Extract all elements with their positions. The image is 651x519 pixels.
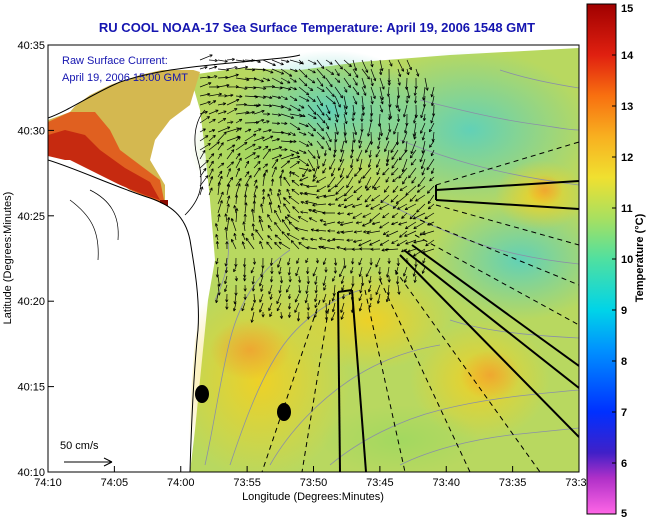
colorbar-tick-label: 8 bbox=[621, 356, 627, 368]
scale-arrow bbox=[64, 457, 113, 467]
colorbar-tick-label: 6 bbox=[621, 458, 627, 470]
x-tick-label: 73:35 bbox=[499, 477, 527, 489]
land-nj bbox=[48, 160, 200, 472]
x-tick-label: 73:40 bbox=[432, 477, 460, 489]
y-tick-label: 40:20 bbox=[17, 296, 45, 308]
bathymetry-contours bbox=[204, 69, 579, 466]
chart-title: RU COOL NOAA-17 Sea Surface Temperature:… bbox=[98, 20, 536, 35]
x-tick-label: 73:50 bbox=[300, 477, 328, 489]
colorbar-tick-label: 12 bbox=[621, 152, 633, 164]
x-tick-label: 73:30 bbox=[565, 477, 593, 489]
colorbar-tick-label: 10 bbox=[621, 254, 633, 266]
colorbar-tick-label: 5 bbox=[621, 508, 627, 519]
x-axis-ticks: 74:10 74:05 74:00 73:55 73:50 73:45 73:40 73:35… bbox=[34, 466, 593, 489]
land-ny bbox=[48, 45, 300, 118]
colorbar-tick-label: 14 bbox=[621, 50, 634, 62]
colorbar-label: Temperature (°C) bbox=[634, 213, 646, 302]
legend-line-2: April 19, 2006 15:00 GMT bbox=[62, 72, 188, 84]
x-tick-label: 74:00 bbox=[167, 477, 195, 489]
bay-sst bbox=[48, 66, 200, 205]
current-vectors bbox=[199, 54, 436, 323]
colorbar-tick-label: 9 bbox=[621, 305, 627, 317]
y-axis-ticks: 40:35 40:30 40:25 40:20 40:15 40:10 bbox=[17, 40, 54, 479]
colorbar bbox=[586, 3, 617, 515]
x-tick-label: 74:05 bbox=[101, 477, 129, 489]
y-tick-label: 40:15 bbox=[17, 382, 45, 394]
radar-lines bbox=[261, 141, 579, 472]
colorbar-tick-label: 11 bbox=[621, 203, 633, 215]
y-tick-label: 40:10 bbox=[17, 467, 45, 479]
station-marker bbox=[195, 385, 209, 403]
hot-spot bbox=[48, 130, 160, 200]
x-tick-label: 73:55 bbox=[233, 477, 261, 489]
colorbar-tick-label: 15 bbox=[621, 3, 633, 15]
sst-field bbox=[48, 45, 579, 472]
colorbar-tick-label: 13 bbox=[621, 101, 633, 113]
y-tick-label: 40:30 bbox=[17, 125, 45, 137]
y-tick-label: 40:35 bbox=[17, 40, 45, 52]
ny-coastline bbox=[48, 54, 301, 119]
station-marker bbox=[277, 403, 291, 421]
x-tick-label: 74:10 bbox=[34, 477, 62, 489]
legend-line-1: Raw Surface Current: bbox=[62, 55, 168, 67]
colorbar-ticks: 15 14 13 12 11 10 9 8 7 6 5 bbox=[612, 3, 634, 519]
colorbar-tick-label: 7 bbox=[621, 407, 627, 419]
scale-label: 50 cm/s bbox=[60, 440, 99, 452]
y-axis-label: Latitude (Degrees:Minutes) bbox=[2, 192, 14, 325]
y-tick-label: 40:25 bbox=[17, 211, 45, 223]
x-axis-label: Longitude (Degrees:Minutes) bbox=[242, 491, 384, 503]
x-tick-label: 73:45 bbox=[366, 477, 394, 489]
nj-coastline bbox=[48, 159, 199, 472]
